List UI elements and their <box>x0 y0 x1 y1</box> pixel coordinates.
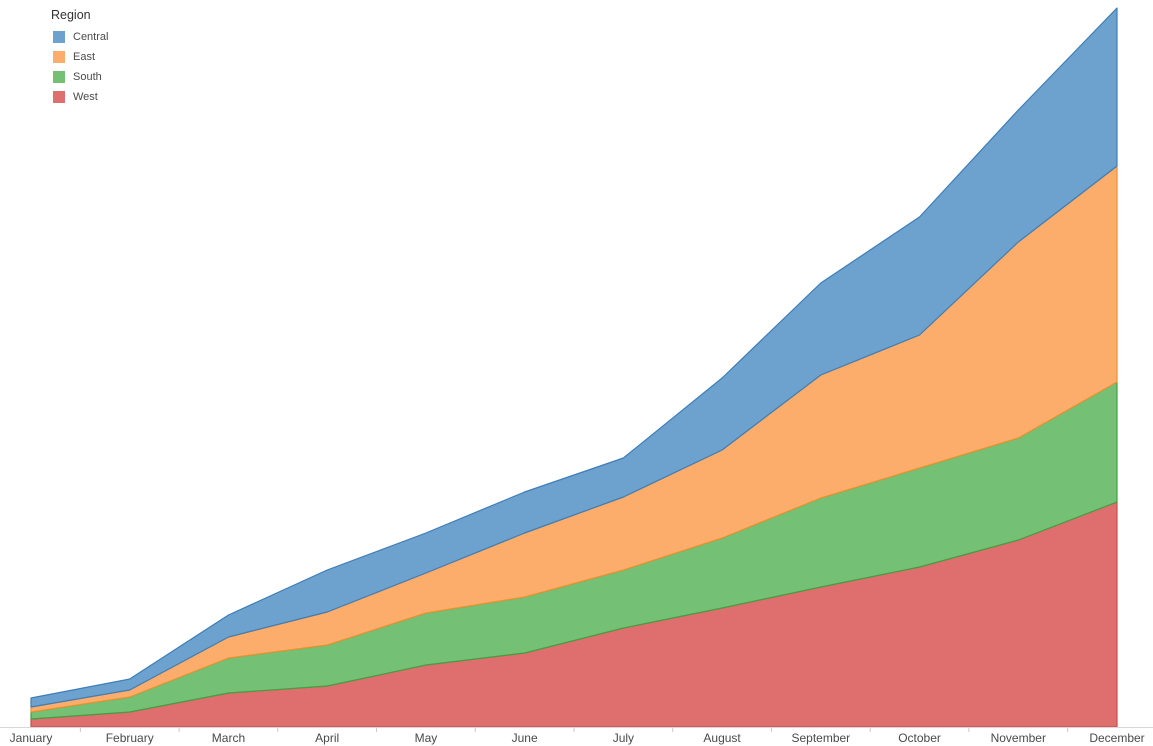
south-swatch-icon <box>53 71 65 83</box>
east-swatch-icon <box>53 51 65 63</box>
central-swatch-icon <box>53 31 65 43</box>
legend: Region Central East South West <box>51 8 108 107</box>
legend-title: Region <box>51 8 91 22</box>
legend-item-label: South <box>73 71 102 83</box>
legend-item-south[interactable]: South <box>51 67 108 87</box>
legend-item-west[interactable]: West <box>51 87 108 107</box>
legend-item-label: East <box>73 51 96 63</box>
legend-item-label: West <box>73 91 98 103</box>
legend-item-east[interactable]: East <box>51 47 108 67</box>
west-swatch-icon <box>53 91 65 103</box>
legend-items: Central East South West <box>51 27 108 107</box>
area-central[interactable] <box>30 7 1118 708</box>
legend-item-central[interactable]: Central <box>51 27 108 47</box>
legend-item-label: Central <box>73 31 109 43</box>
